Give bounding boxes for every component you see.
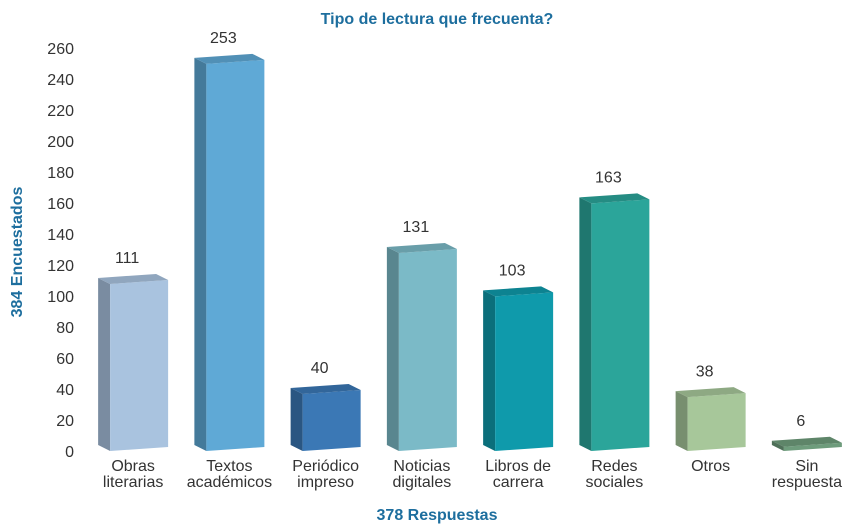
bar-top — [675, 387, 746, 398]
bar-front — [398, 248, 457, 451]
bar-front — [591, 199, 650, 451]
bar-side — [771, 440, 784, 451]
y-tick-label: 40 — [56, 382, 74, 399]
bar-front — [495, 292, 554, 451]
bar-top — [386, 242, 457, 253]
x-tick-label: Redes sociales — [585, 458, 643, 491]
bar-top — [579, 193, 650, 204]
x-tick-label: Noticias digitales — [393, 458, 452, 491]
bar-side — [98, 277, 111, 451]
y-tick-label: 180 — [47, 165, 74, 182]
y-tick-label: 220 — [47, 103, 74, 120]
bar-side — [579, 197, 592, 451]
y-tick-label: 240 — [47, 72, 74, 89]
bar-top — [194, 53, 265, 64]
value-label: 103 — [499, 263, 526, 280]
value-label: 6 — [796, 413, 805, 430]
y-tick-label: 160 — [47, 196, 74, 213]
bar-side — [194, 57, 207, 451]
bar-side — [290, 388, 303, 451]
bar-side — [483, 290, 496, 451]
x-tick-label: Periódico impreso — [292, 458, 359, 491]
bar-side — [386, 246, 399, 451]
bar-front — [687, 393, 746, 451]
bar-top — [771, 436, 842, 447]
x-axis-label: 378 Respuestas — [377, 507, 498, 524]
bar-top — [483, 286, 554, 297]
bar-front — [783, 442, 842, 451]
x-tick-label: Obras literarias — [103, 458, 163, 491]
value-label: 163 — [595, 170, 622, 187]
bar-front — [302, 390, 361, 451]
bar-top — [290, 384, 361, 394]
bar-front — [206, 59, 265, 451]
y-tick-label: 200 — [47, 134, 74, 151]
chart-title: Tipo de lectura que frecuenta? — [321, 11, 554, 28]
x-tick-label: Sin respuesta — [772, 458, 842, 491]
y-tick-label: 120 — [47, 258, 74, 275]
y-tick-label: 20 — [56, 413, 74, 430]
x-tick-label: Libros de carrera — [485, 458, 551, 491]
y-tick-label: 140 — [47, 227, 74, 244]
y-tick-label: 100 — [47, 289, 74, 306]
bar-top — [98, 273, 169, 284]
bar-front — [110, 279, 169, 451]
y-tick-label: 60 — [56, 351, 74, 368]
y-axis-label: 384 Encuestados — [9, 187, 26, 318]
value-label: 253 — [210, 30, 237, 47]
value-label: 38 — [696, 363, 714, 380]
y-tick-label: 0 — [65, 444, 74, 461]
y-tick-label: 80 — [56, 320, 74, 337]
bar-side — [675, 391, 688, 451]
value-label: 131 — [403, 219, 430, 236]
x-tick-label: Textos académicos — [187, 458, 272, 491]
value-label: 111 — [115, 250, 139, 267]
value-label: 40 — [311, 360, 329, 377]
y-tick-label: 260 — [47, 41, 74, 58]
x-tick-label: Otros — [691, 458, 730, 475]
